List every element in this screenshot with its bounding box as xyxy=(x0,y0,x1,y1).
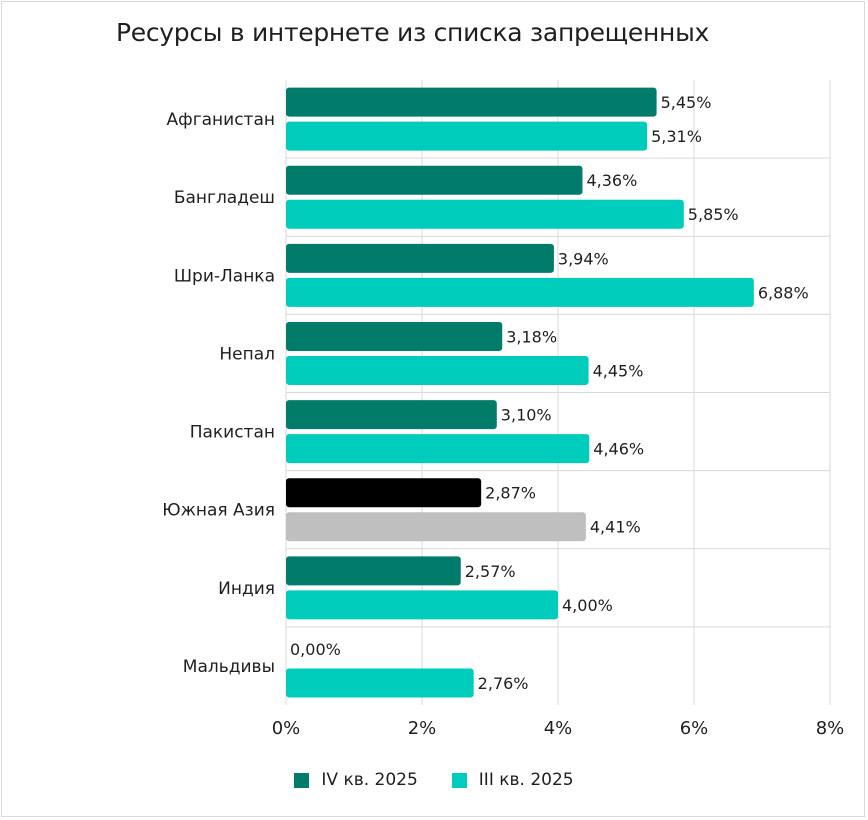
bar xyxy=(286,668,474,698)
category-label: Шри-Ланка xyxy=(174,266,275,286)
data-label: 4,45% xyxy=(593,361,644,380)
x-tick-label: 6% xyxy=(680,718,709,739)
bar xyxy=(286,87,657,117)
category-label: Бангладеш xyxy=(174,188,275,208)
legend: IV кв. 2025 III кв. 2025 xyxy=(0,770,868,790)
legend-label-q3: III кв. 2025 xyxy=(478,770,574,790)
category-label: Мальдивы xyxy=(183,657,275,677)
data-label: 6,88% xyxy=(758,283,809,302)
bar xyxy=(286,277,754,307)
data-label: 5,85% xyxy=(688,205,739,224)
data-label: 2,57% xyxy=(465,562,516,581)
category-label: Непал xyxy=(219,344,275,364)
category-label: Пакистан xyxy=(190,423,275,443)
data-label: 4,41% xyxy=(590,518,641,537)
data-label: 4,36% xyxy=(586,171,637,190)
category-label: Афганистан xyxy=(167,110,275,130)
x-tick-label: 0% xyxy=(272,718,301,739)
x-tick-label: 2% xyxy=(408,718,437,739)
bar xyxy=(286,478,482,508)
legend-swatch-q3 xyxy=(451,772,467,788)
bar xyxy=(286,434,590,464)
chart-title: Ресурсы в интернете из списка запрещенны… xyxy=(116,18,709,47)
data-label: 5,31% xyxy=(651,127,702,146)
data-label: 3,10% xyxy=(501,406,552,425)
data-label: 4,46% xyxy=(593,440,644,459)
x-tick-label: 8% xyxy=(816,718,845,739)
legend-label-q4: IV кв. 2025 xyxy=(321,770,418,790)
bar xyxy=(286,321,503,351)
data-label: 4,00% xyxy=(562,596,613,615)
x-tick-label: 4% xyxy=(544,718,573,739)
data-label: 2,76% xyxy=(478,674,529,693)
legend-swatch-q4 xyxy=(294,772,310,788)
category-label: Южная Азия xyxy=(162,501,275,521)
bar xyxy=(286,590,558,620)
data-label: 3,18% xyxy=(506,327,557,346)
bar xyxy=(286,355,589,385)
data-label: 5,45% xyxy=(661,93,712,112)
data-label: 2,87% xyxy=(485,484,536,503)
bar xyxy=(286,512,586,542)
legend-item-q4: IV кв. 2025 xyxy=(294,770,418,790)
bar xyxy=(286,199,684,229)
bar xyxy=(286,243,554,273)
legend-item-q3: III кв. 2025 xyxy=(451,770,574,790)
bar xyxy=(286,400,497,430)
data-label: 0,00% xyxy=(290,640,341,659)
bar xyxy=(286,121,648,151)
bar xyxy=(286,165,583,195)
data-label: 3,94% xyxy=(558,249,609,268)
category-label: Индия xyxy=(218,579,275,599)
bar xyxy=(286,556,461,586)
